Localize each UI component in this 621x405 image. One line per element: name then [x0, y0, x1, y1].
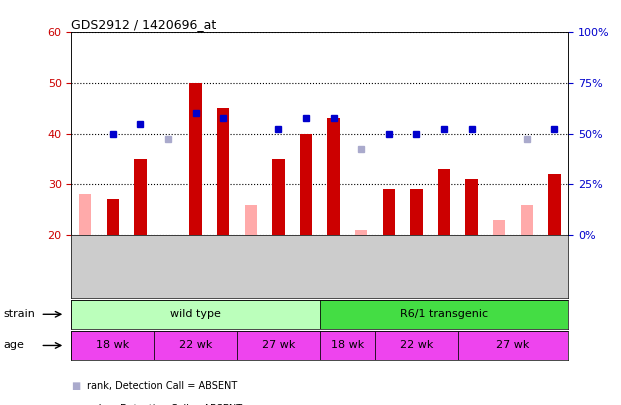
- Bar: [383, 189, 395, 235]
- Text: 22 wk: 22 wk: [179, 341, 212, 350]
- Text: 22 wk: 22 wk: [400, 341, 433, 350]
- Bar: [493, 220, 505, 235]
- Bar: [458, 331, 568, 360]
- Bar: [327, 118, 340, 235]
- Bar: [71, 331, 154, 360]
- Bar: [237, 331, 320, 360]
- Bar: [438, 169, 450, 235]
- Bar: [245, 205, 257, 235]
- Text: strain: strain: [3, 309, 35, 319]
- Bar: [355, 230, 368, 235]
- Bar: [300, 134, 312, 235]
- Text: ■: ■: [71, 404, 81, 405]
- Bar: [410, 189, 423, 235]
- Text: wild type: wild type: [170, 309, 221, 319]
- Text: age: age: [3, 341, 24, 350]
- Text: rank, Detection Call = ABSENT: rank, Detection Call = ABSENT: [87, 381, 237, 390]
- Bar: [79, 194, 91, 235]
- Bar: [154, 331, 237, 360]
- Text: 18 wk: 18 wk: [331, 341, 364, 350]
- Bar: [71, 300, 320, 329]
- Bar: [134, 159, 147, 235]
- Text: 27 wk: 27 wk: [496, 341, 530, 350]
- Text: value, Detection Call = ABSENT: value, Detection Call = ABSENT: [87, 404, 242, 405]
- Text: 18 wk: 18 wk: [96, 341, 129, 350]
- Bar: [320, 331, 375, 360]
- Text: GDS2912 / 1420696_at: GDS2912 / 1420696_at: [71, 18, 217, 31]
- Bar: [189, 83, 202, 235]
- Text: ■: ■: [71, 381, 81, 390]
- Text: R6/1 transgenic: R6/1 transgenic: [400, 309, 488, 319]
- Bar: [320, 300, 568, 329]
- Bar: [107, 199, 119, 235]
- Text: 27 wk: 27 wk: [261, 341, 295, 350]
- Bar: [548, 174, 561, 235]
- Bar: [272, 159, 284, 235]
- Bar: [217, 108, 229, 235]
- Bar: [465, 179, 478, 235]
- Bar: [375, 331, 458, 360]
- Bar: [520, 205, 533, 235]
